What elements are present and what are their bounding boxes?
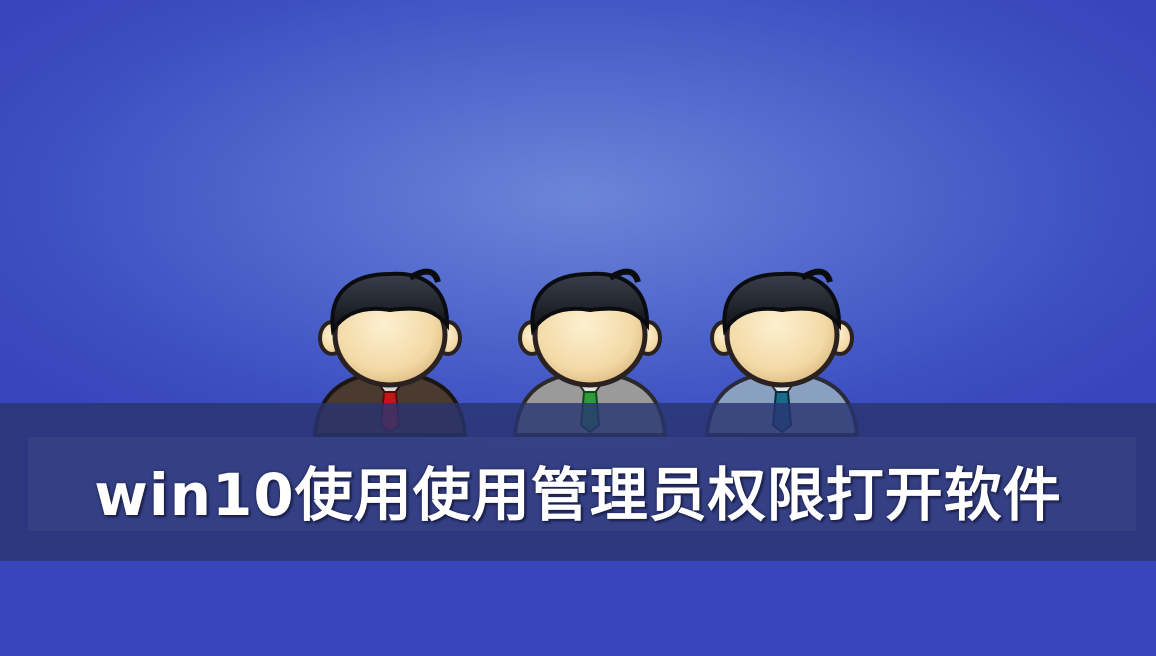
person-grey-suit-icon (512, 268, 668, 437)
page-title: win10使用使用管理员权限打开软件 (94, 461, 1062, 529)
person-blue-suit-icon (704, 268, 860, 437)
title-banner-inner (28, 437, 1136, 531)
